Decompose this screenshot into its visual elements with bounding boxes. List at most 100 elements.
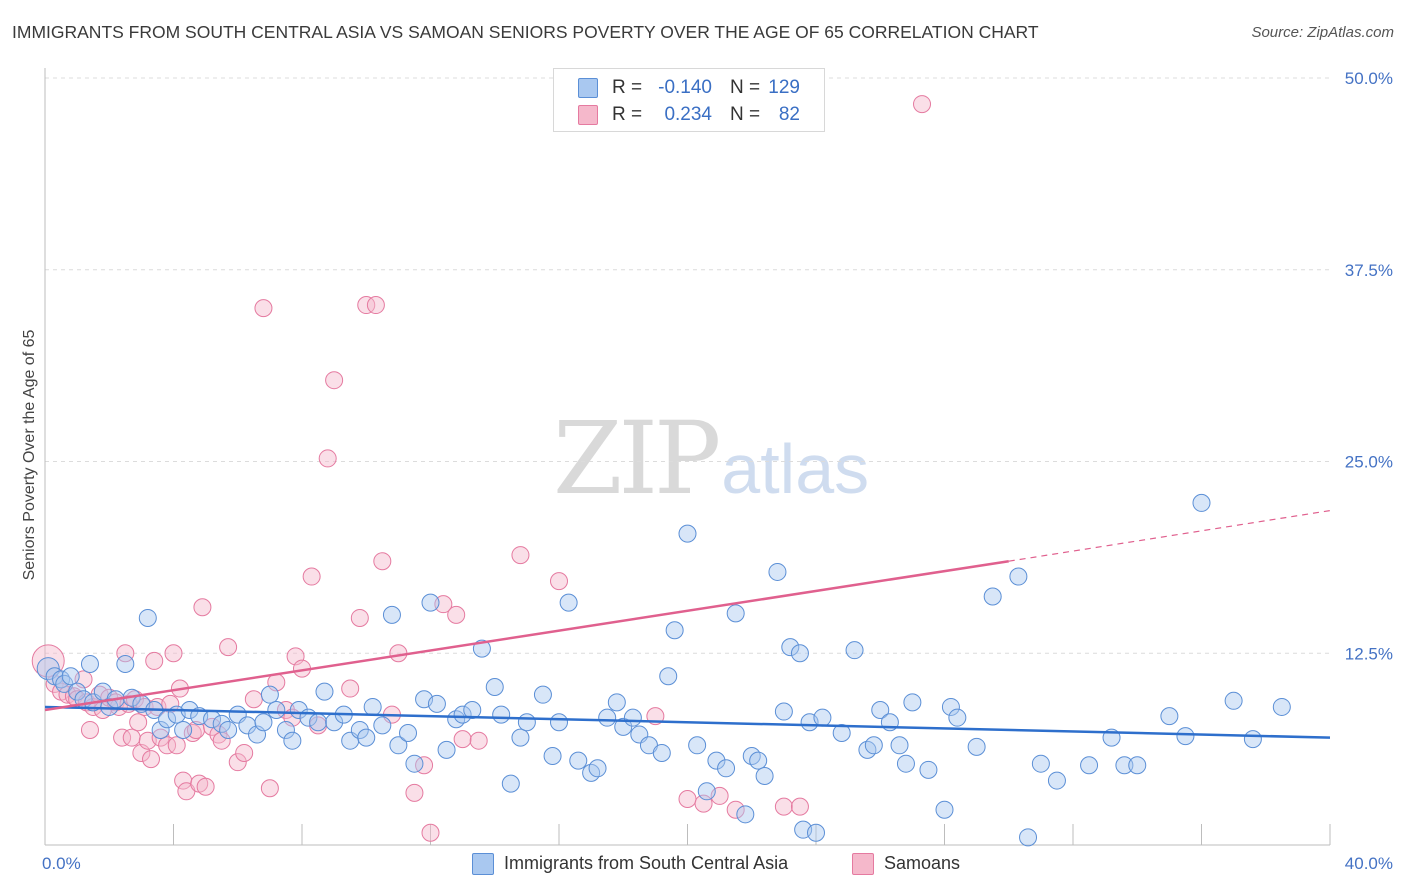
samoans-point — [196, 777, 215, 796]
immigrants-point — [582, 763, 601, 782]
immigrants-point — [742, 747, 761, 766]
immigrants-point — [768, 562, 787, 581]
immigrants-point — [1009, 567, 1028, 586]
samoans-point — [350, 608, 369, 627]
samoans-point — [405, 783, 424, 802]
immigrants-point — [1128, 756, 1147, 775]
immigrants-point — [697, 782, 716, 801]
x-tick-label: 0.0% — [42, 854, 81, 873]
samoans-point — [219, 638, 238, 657]
immigrants-point — [382, 605, 401, 624]
immigrants-point — [790, 644, 809, 663]
samoans-point — [164, 644, 183, 663]
immigrants-point — [427, 694, 446, 713]
immigrants-point — [864, 736, 883, 755]
source-label: Source: ZipAtlas.com — [1251, 24, 1394, 41]
samoans-trend-extension — [1008, 509, 1331, 562]
immigrants-point — [807, 823, 825, 842]
immigrants-point — [550, 713, 568, 732]
immigrants-point — [389, 736, 408, 755]
immigrants-point — [598, 708, 617, 727]
immigrants-point — [543, 747, 562, 766]
immigrants-point — [967, 737, 986, 756]
immigrants-point — [174, 720, 193, 739]
samoans-point — [158, 736, 177, 755]
legend-r-label: R = — [612, 104, 643, 125]
immigrants-point — [652, 743, 671, 762]
legend-r-value: 0.234 — [664, 104, 712, 125]
immigrants-point — [100, 697, 119, 716]
pink-swatch — [852, 853, 874, 875]
y-tick-label: 25.0% — [1345, 453, 1393, 472]
immigrants-point — [755, 766, 774, 785]
immigrants-point — [267, 701, 286, 720]
series-immigrants — [36, 493, 1291, 847]
samoans-point — [235, 743, 254, 762]
samoans-point — [790, 797, 809, 816]
immigrants-point — [1160, 707, 1179, 726]
immigrants-point — [1019, 828, 1038, 847]
samoans-point — [325, 371, 344, 390]
immigrants-point — [116, 654, 135, 673]
samoans-point — [318, 449, 337, 468]
immigrants-point — [935, 800, 954, 819]
immigrants-point — [1176, 727, 1195, 746]
immigrants-point — [283, 731, 302, 750]
immigrants-point — [559, 593, 578, 612]
immigrants-point — [948, 708, 967, 727]
samoans-point — [113, 728, 132, 747]
legend-n-value: 129 — [768, 77, 800, 98]
y-tick-label: 50.0% — [1345, 69, 1393, 88]
immigrants-point — [447, 710, 466, 729]
x-tick-label: 40.0% — [1345, 854, 1393, 873]
immigrants-point — [707, 751, 726, 770]
immigrants-point — [309, 713, 328, 732]
legend-n-label: N = — [730, 104, 761, 125]
immigrants-point — [276, 720, 295, 739]
immigrants-point — [501, 774, 520, 793]
immigrants-point — [1047, 771, 1066, 790]
immigrants-point — [903, 693, 922, 712]
watermark-atlas: atlas — [721, 430, 870, 508]
immigrants-point — [890, 736, 909, 755]
immigrants-point — [485, 677, 504, 696]
legend-r-value: -0.140 — [658, 77, 712, 98]
samoans-trend-line — [44, 559, 1009, 712]
immigrants-point — [463, 701, 482, 720]
immigrants-point — [315, 682, 334, 701]
immigrants-point — [781, 638, 800, 657]
immigrants-point — [1272, 697, 1291, 716]
samoans-point — [550, 572, 568, 591]
samoans-point — [774, 797, 793, 816]
samoans-point — [31, 644, 65, 678]
legend-item-immigrants: Immigrants from South Central Asia — [472, 852, 832, 876]
immigrants-point — [1115, 756, 1134, 775]
samoans-point — [389, 644, 408, 663]
samoans-point — [142, 750, 161, 769]
immigrants-point — [219, 720, 238, 739]
immigrants-point — [405, 754, 424, 773]
immigrants-point — [678, 524, 697, 543]
blue-swatch — [578, 78, 598, 98]
samoans-point — [678, 789, 697, 808]
stats-legend: R = -0.140 N = 129 R = 0.234 N = 82 — [553, 68, 825, 132]
immigrants-point — [533, 685, 552, 704]
immigrants-point — [941, 697, 960, 716]
samoans-point — [469, 731, 488, 750]
immigrants-trend-line — [44, 705, 1331, 739]
immigrants-point — [61, 667, 80, 686]
immigrants-point — [80, 654, 99, 673]
immigrants-point — [254, 713, 273, 732]
immigrants-point — [659, 667, 678, 686]
y-tick-label: 37.5% — [1345, 261, 1393, 280]
immigrants-point — [373, 716, 392, 735]
samoans-point — [302, 567, 321, 586]
immigrants-point — [363, 697, 382, 716]
immigrants-point — [492, 705, 511, 724]
immigrants-point — [357, 728, 376, 747]
immigrants-point — [260, 685, 279, 704]
legend-item-samoans: Samoans — [852, 852, 992, 876]
immigrants-point — [749, 751, 768, 770]
immigrants-point — [517, 713, 536, 732]
samoans-point — [341, 679, 360, 698]
